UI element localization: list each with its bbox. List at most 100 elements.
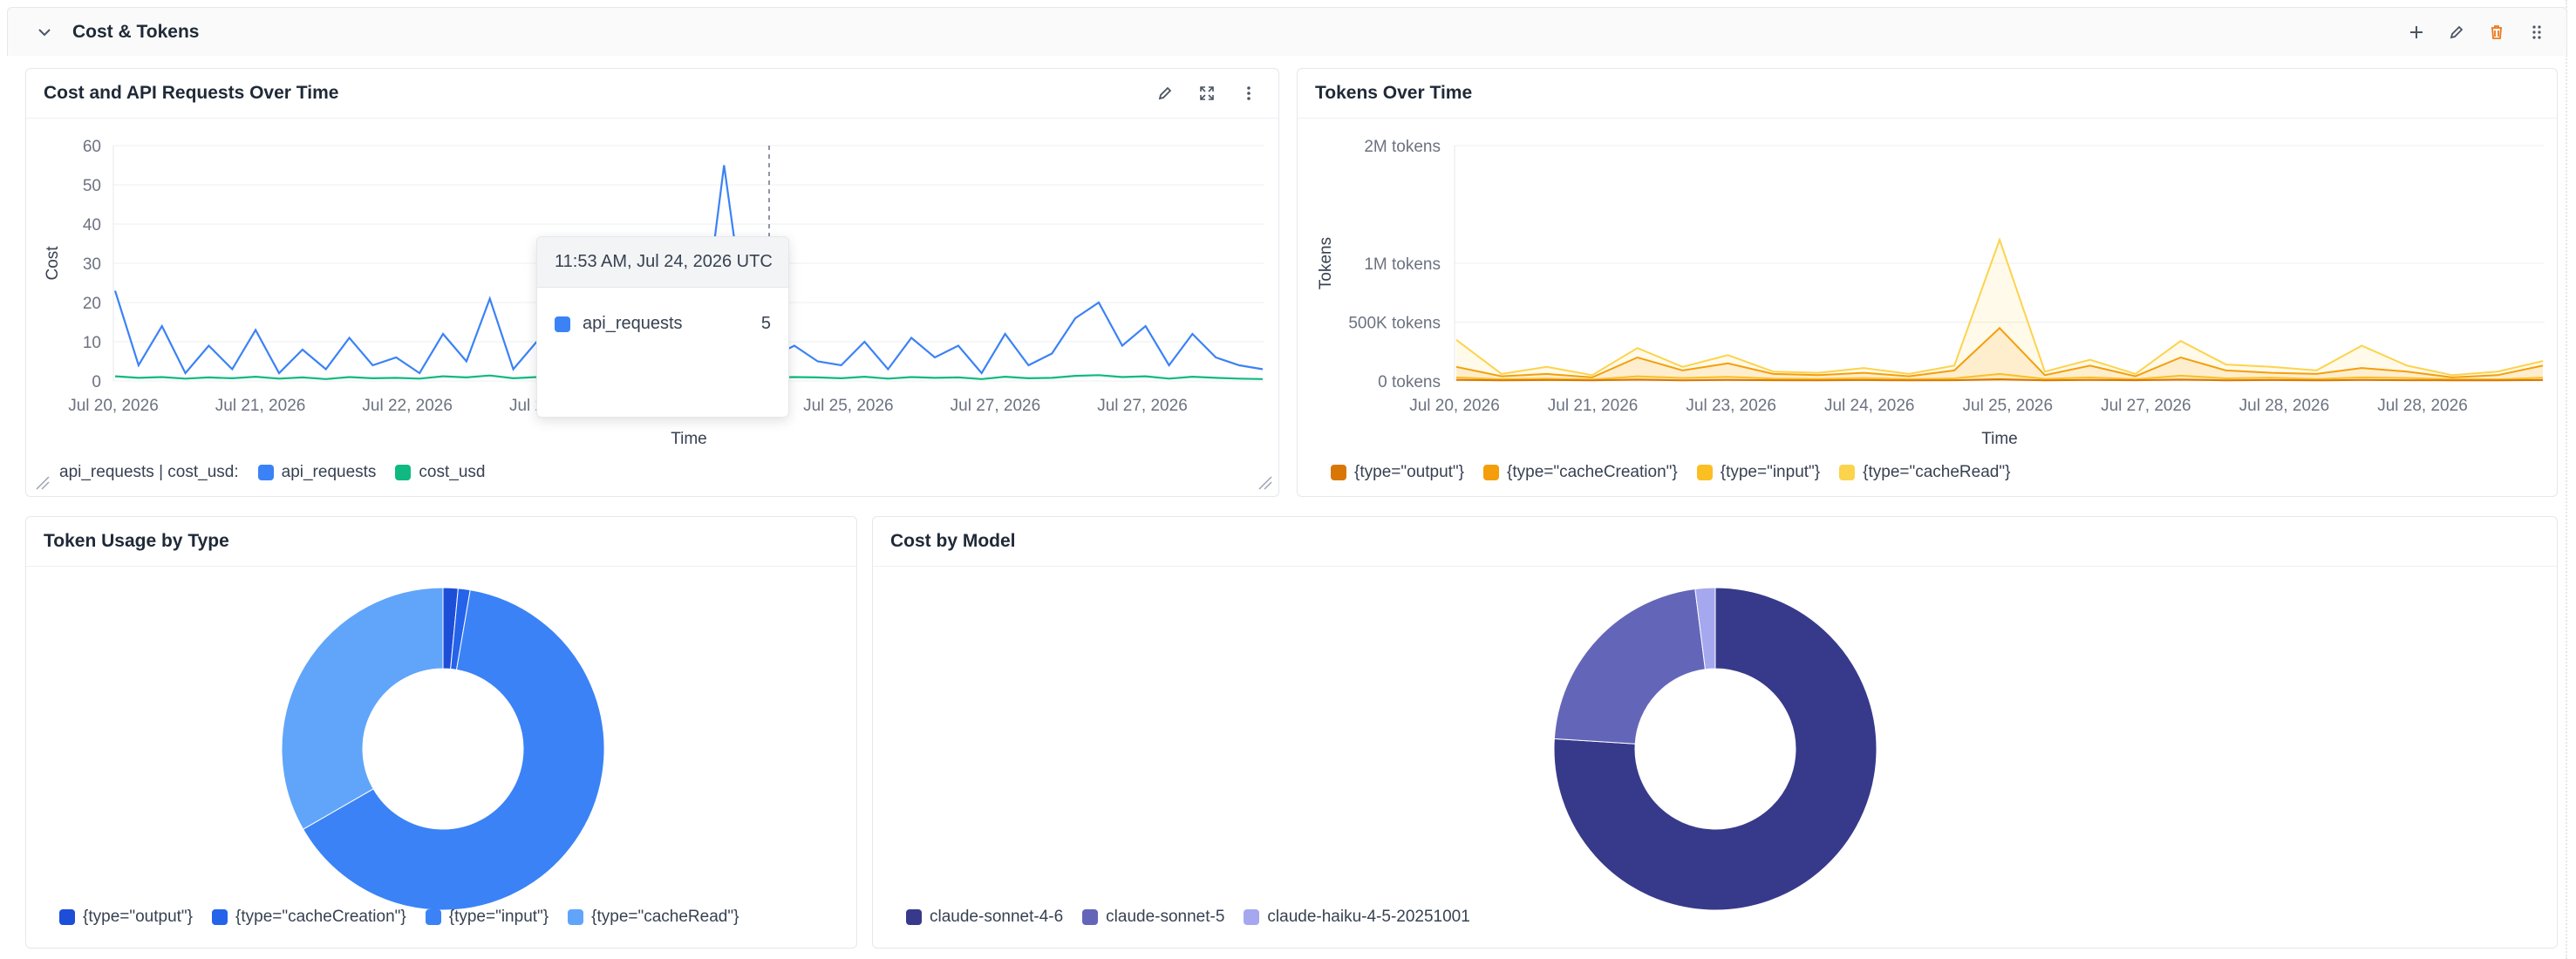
x-tick-label: Jul 28, 2026 xyxy=(2239,397,2330,415)
cost-by-model-donut-chart[interactable] xyxy=(1541,575,1890,923)
cost-api-requests-panel[interactable]: Cost and API Requests Over Time 60 50 40 30… xyxy=(25,68,1279,497)
legend-label: api_requests xyxy=(281,463,377,481)
chart-tooltip: 11:53 AM, Jul 24, 2026 UTC api_requests 5 xyxy=(536,236,789,418)
panel-title: Tokens Over Time xyxy=(1315,83,1473,103)
y-tick-label: 1M tokens xyxy=(1364,255,1441,274)
legend-label: {type="cacheCreation"} xyxy=(1507,463,1678,481)
chevron-down-icon[interactable] xyxy=(32,20,57,44)
legend-label: {type="cacheCreation"} xyxy=(235,908,406,926)
legend-item-sonnet-4-6[interactable]: claude-sonnet-4-6 xyxy=(906,908,1063,927)
legend-swatch xyxy=(1839,465,1856,480)
x-tick-label: Jul 27, 2026 xyxy=(951,397,1041,415)
y-tick-label: 30 xyxy=(83,255,101,274)
row-title: Cost & Tokens xyxy=(72,21,200,42)
legend-item-output[interactable]: {type="output"} xyxy=(1331,463,1464,482)
y-axis-label: Tokens xyxy=(1317,237,1335,289)
chart-legend: api_requests | cost_usd: api_requests co… xyxy=(59,463,504,482)
legend-swatch xyxy=(1331,465,1346,480)
resize-handle-icon[interactable] xyxy=(35,475,51,491)
y-tick-label: 2M tokens xyxy=(1364,138,1441,156)
x-tick-label: Jul 27, 2026 xyxy=(1097,397,1188,415)
series-line xyxy=(1455,377,2544,382)
legend-label: {type="input"} xyxy=(1720,463,1821,481)
tokens-area-chart[interactable]: 2M tokens 1M tokens 500K tokens 0 tokens Jul… xyxy=(1298,119,2557,494)
trash-icon[interactable] xyxy=(2484,20,2509,44)
series-line xyxy=(1455,326,2544,378)
series-line xyxy=(1455,372,2544,381)
panel-title: Cost by Model xyxy=(890,531,1016,551)
x-tick-label: Jul 23, 2026 xyxy=(1686,397,1776,415)
legend-item-output[interactable]: {type="output"} xyxy=(59,908,193,927)
cost-by-model-panel[interactable]: Cost by Model claude-sonnet-4-6 claude-s… xyxy=(872,516,2558,949)
edit-icon[interactable] xyxy=(1153,81,1177,105)
chart-legend: {type="output"} {type="cacheCreation"} {… xyxy=(1331,463,2029,482)
x-tick-label: Jul 25, 2026 xyxy=(803,397,894,415)
legend-swatch xyxy=(1244,909,1260,925)
tooltip-swatch xyxy=(555,316,570,332)
series-area xyxy=(1456,328,2543,381)
dashboard-row-header[interactable]: Cost & Tokens xyxy=(7,7,2567,56)
drag-handle-icon[interactable] xyxy=(2525,20,2549,44)
x-tick-label: Jul 27, 2026 xyxy=(2101,397,2191,415)
more-options-icon[interactable] xyxy=(1237,81,1261,105)
legend-label: {type="cacheRead"} xyxy=(1863,463,2011,481)
y-tick-label: 500K tokens xyxy=(1348,315,1441,333)
series-line xyxy=(1455,236,2544,377)
legend-swatch xyxy=(1696,465,1713,480)
legend-swatch xyxy=(568,909,584,925)
series-area xyxy=(1456,240,2543,381)
legend-swatch xyxy=(1483,465,1500,480)
legend-label: claude-sonnet-4-6 xyxy=(930,908,1064,926)
x-tick-label: Jul 22, 2026 xyxy=(362,397,453,415)
x-axis-label: Time xyxy=(671,430,707,448)
edit-icon[interactable] xyxy=(2444,20,2469,44)
legend-label: claude-sonnet-5 xyxy=(1106,908,1225,926)
legend-item-cache-read[interactable]: {type="cacheRead"} xyxy=(1839,463,2010,482)
tooltip-value: 5 xyxy=(760,314,771,333)
legend-label: {type="output"} xyxy=(1354,463,1465,481)
token-usage-donut-chart[interactable] xyxy=(269,575,617,923)
legend-swatch xyxy=(1082,909,1099,925)
y-tick-label: 10 xyxy=(83,334,101,352)
tooltip-time: 11:53 AM, Jul 24, 2026 UTC xyxy=(537,237,788,288)
legend-item-cost-usd[interactable]: cost_usd xyxy=(395,463,485,482)
legend-item-input[interactable]: {type="input"} xyxy=(425,908,549,927)
chart-legend: {type="output"} {type="cacheCreation"} {… xyxy=(59,908,758,927)
legend-label: {type="cacheRead"} xyxy=(591,908,739,926)
panel-title: Token Usage by Type xyxy=(44,531,229,551)
x-tick-label: Jul 28, 2026 xyxy=(2377,397,2468,415)
legend-item-cache-read[interactable]: {type="cacheRead"} xyxy=(568,908,739,927)
legend-prefix: api_requests | cost_usd: xyxy=(59,463,239,481)
y-axis-label: Cost xyxy=(44,246,62,281)
chart-legend: claude-sonnet-4-6 claude-sonnet-5 claude… xyxy=(906,908,1489,927)
legend-item-api-requests[interactable]: api_requests xyxy=(257,463,377,482)
legend-label: {type="output"} xyxy=(83,908,194,926)
legend-item-cache-creation[interactable]: {type="cacheCreation"} xyxy=(212,908,406,927)
legend-swatch xyxy=(257,465,274,480)
legend-label: {type="input"} xyxy=(448,908,549,926)
legend-item-haiku[interactable]: claude-haiku-4-5-20251001 xyxy=(1244,908,1470,927)
add-icon[interactable] xyxy=(2404,20,2429,44)
y-tick-label: 0 tokens xyxy=(1378,373,1441,391)
expand-icon[interactable] xyxy=(1195,81,1219,105)
y-tick-label: 60 xyxy=(83,138,101,156)
x-tick-label: Jul 21, 2026 xyxy=(215,397,306,415)
legend-swatch xyxy=(395,465,412,480)
x-tick-label: Jul 25, 2026 xyxy=(1963,397,2054,415)
tokens-over-time-panel[interactable]: Tokens Over Time 2M tokens 1M tokens 500K … xyxy=(1297,68,2558,497)
legend-label: cost_usd xyxy=(419,463,486,481)
legend-item-input[interactable]: {type="input"} xyxy=(1696,463,1821,482)
x-tick-label: Jul 20, 2026 xyxy=(68,397,159,415)
legend-swatch xyxy=(906,909,922,925)
legend-swatch xyxy=(212,909,228,925)
donut-slice-3 xyxy=(281,587,444,830)
x-tick-label: Jul 24, 2026 xyxy=(1824,397,1915,415)
tooltip-series: api_requests xyxy=(583,314,683,333)
resize-handle-icon[interactable] xyxy=(1257,475,1273,491)
legend-item-cache-creation[interactable]: {type="cacheCreation"} xyxy=(1483,463,1678,482)
legend-swatch xyxy=(425,909,441,925)
token-usage-by-type-panel[interactable]: Token Usage by Type {type="output"} {typ… xyxy=(25,516,857,949)
legend-item-sonnet-5[interactable]: claude-sonnet-5 xyxy=(1082,908,1224,927)
y-tick-label: 40 xyxy=(83,216,101,235)
grid-gutter xyxy=(2566,0,2576,959)
